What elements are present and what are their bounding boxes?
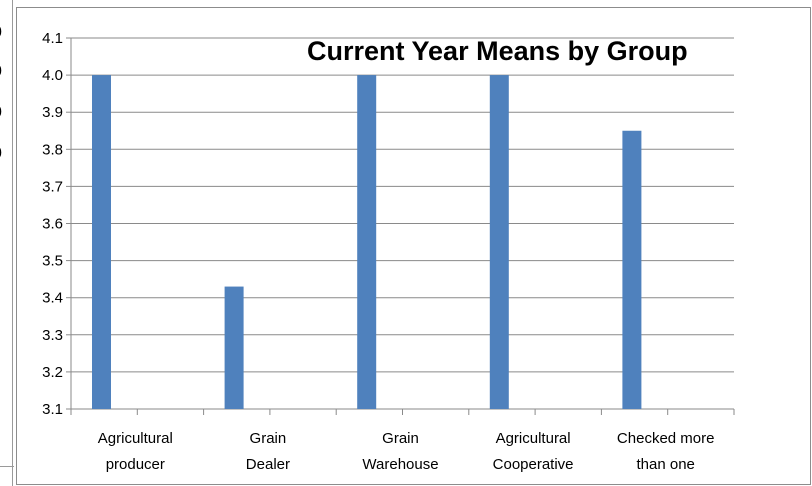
chart-frame — [16, 7, 811, 485]
bar — [489, 75, 509, 409]
bar — [224, 286, 244, 409]
background-tick-label: 0 — [0, 63, 2, 81]
x-tick-label: Dealer — [246, 456, 290, 473]
bar — [91, 75, 111, 409]
x-tick-label: Grain — [250, 430, 287, 447]
background-chart-border — [0, 0, 13, 486]
x-tick-label: than one — [637, 456, 695, 473]
y-tick-label: 3.2 — [42, 364, 63, 381]
background-chart-border-bottom — [0, 466, 14, 467]
background-chart-fragment: 0 0 0 0 — [0, 0, 14, 486]
y-tick-label: 4.0 — [42, 67, 63, 84]
x-tick-label: Agricultural — [98, 430, 173, 447]
background-tick-label: 0 — [0, 24, 2, 42]
x-tick-label: producer — [106, 456, 165, 473]
y-tick-label: 3.9 — [42, 104, 63, 121]
background-tick-label: 0 — [0, 104, 2, 122]
y-tick-label: 3.1 — [42, 401, 63, 418]
chart-title: Current Year Means by Group — [307, 36, 688, 66]
y-tick-label: 3.3 — [42, 327, 63, 344]
x-tick-label: Checked more — [617, 430, 715, 447]
x-tick-label: Cooperative — [493, 456, 574, 473]
y-tick-label: 3.7 — [42, 178, 63, 195]
y-tick-label: 3.6 — [42, 216, 63, 233]
y-tick-label: 4.1 — [42, 30, 63, 47]
y-tick-label: 3.8 — [42, 141, 63, 158]
background-tick-label: 0 — [0, 145, 2, 163]
x-tick-label: Agricultural — [496, 430, 571, 447]
bar — [622, 130, 642, 409]
x-tick-label: Warehouse — [362, 456, 438, 473]
x-tick-label: Grain — [382, 430, 419, 447]
y-tick-label: 3.5 — [42, 253, 63, 270]
bar — [357, 75, 377, 409]
y-tick-label: 3.4 — [42, 290, 63, 307]
